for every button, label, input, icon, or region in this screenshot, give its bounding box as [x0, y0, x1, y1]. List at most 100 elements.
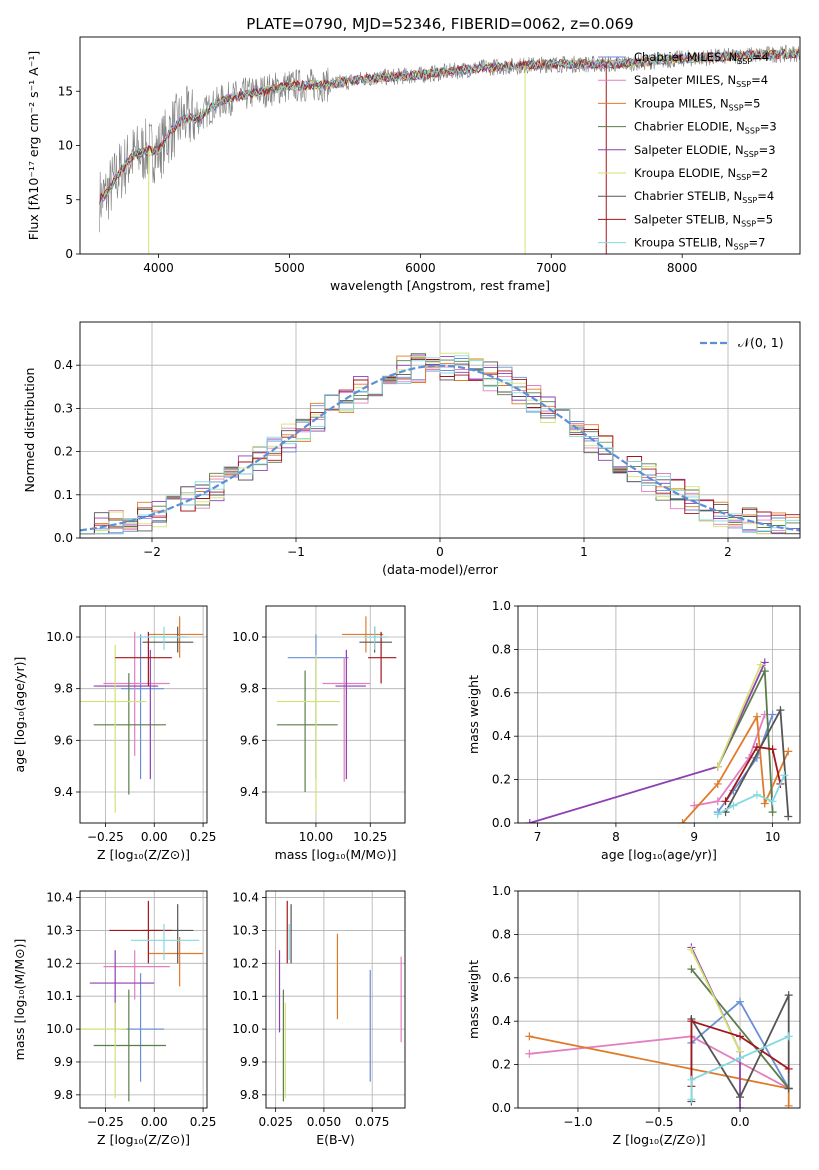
residuals-marks	[80, 352, 800, 535]
mass-vs-ebv-ytick-label: 9.8	[240, 1088, 259, 1102]
residuals-xtick-label: −2	[143, 545, 161, 559]
age-vs-z-ytick-label: 9.8	[54, 682, 73, 696]
weight-marker-chabrier-elodie	[768, 808, 777, 817]
weight-vs-z-xtick-label: −1.0	[563, 1115, 592, 1129]
weight-line-salpeter-stelib	[724, 746, 782, 802]
legend-entry-chabrier-miles: Chabrier MILES, NSSP=4	[634, 50, 769, 66]
legend-entry-value: =7	[749, 236, 766, 250]
weight-vs-age-ytick-label: 0.8	[492, 642, 511, 656]
mass-vs-ebv-ytick-label: 10.0	[232, 1022, 259, 1036]
age-vs-z-xtick-label: 0.25	[190, 830, 217, 844]
legend-entry-value: =4	[751, 73, 768, 87]
weight-vs-z-ytick-label: 0.2	[492, 1058, 511, 1072]
weight-vs-age-xlabel: age [log₁₀(age/yr)]	[601, 847, 717, 862]
weight-vs-z-panel: −1.0 −0.5 0.0 0.0 0.2 0.4 0.6 0.8 1.0 Z [log₁₀(Z/…	[466, 884, 801, 1147]
weight-marker-chabrier-stelib	[776, 706, 785, 715]
weight-marker-kroupa-stelib	[713, 810, 722, 819]
age-vs-mass-ytick-label: 9.4	[240, 785, 259, 799]
weight-marker-salpeter-elodie	[736, 1104, 745, 1108]
legend-entry-chabrier-stelib: Chabrier STELIB, NSSP=4	[634, 189, 774, 205]
age-vs-mass-ytick-label: 9.6	[240, 733, 259, 747]
weight-marker-kroupa-stelib	[752, 790, 761, 799]
legend-entry-value: =3	[760, 120, 777, 134]
legend-entry-salpeter-miles: Salpeter MILES, NSSP=4	[634, 73, 768, 89]
residuals-xtick-label: 2	[724, 545, 732, 559]
weight-vs-age-ylabel: mass weight	[466, 675, 481, 754]
weight-vs-z-ylabel: mass weight	[466, 960, 481, 1039]
weight-marker-kroupa-stelib	[687, 1075, 696, 1084]
mass-vs-ebv-ytick-label: 9.9	[240, 1055, 259, 1069]
legend-entry-sub: SSP	[737, 57, 752, 66]
weight-vs-z-marks	[525, 943, 793, 1108]
mass-vs-z-marks	[80, 900, 204, 1102]
spectrum-ytick-label: 10	[58, 139, 73, 153]
legend-entry-kroupa-elodie: Kroupa ELODIE, NSSP=2	[634, 166, 768, 182]
weight-marker-salpeter-miles	[690, 801, 699, 810]
weight-vs-age-ytick-label: 0.4	[492, 729, 511, 743]
age-vs-mass-ytick-label: 10.0	[232, 630, 259, 644]
residuals-panel: −2 −1 0 1 2 0.0 0.1 0.2 0.3 0.4 (data-model)/error…	[22, 321, 801, 577]
weight-vs-age-ytick-label: 1.0	[492, 599, 511, 613]
mass-vs-ebv-panel: 0.025 0.050 0.075 9.8 9.9 10.0 10.1 10.2 10.3 10.…	[232, 890, 406, 1147]
mass-vs-ebv-xtick-label: 0.050	[307, 1115, 341, 1129]
weight-line-kroupa-elodie	[716, 664, 762, 767]
legend-entry-kroupa-miles: Kroupa MILES, NSSP=5	[634, 96, 760, 112]
spectrum-xlabel: wavelength [Angstrom, rest frame]	[330, 278, 550, 293]
weight-vs-z-ytick-label: 0.4	[492, 1014, 511, 1028]
weight-marker-chabrier-stelib	[736, 1093, 745, 1102]
residuals-ytick-label: 0.1	[54, 488, 73, 502]
spectrum-marks	[99, 44, 800, 254]
age-vs-z-frame	[79, 605, 208, 824]
residuals-xtick-label: 1	[580, 545, 588, 559]
mass-vs-z-xtick-label: 0.25	[190, 1115, 217, 1129]
mass-vs-z-ytick-label: 9.9	[54, 1055, 73, 1069]
spectrum-ytick-label: 5	[65, 193, 73, 207]
spectrum-xtick-label: 5000	[274, 261, 305, 275]
age-vs-mass-ytick-label: 9.8	[240, 682, 259, 696]
spectrum-frame	[79, 36, 801, 255]
weight-marker-salpeter-stelib	[752, 743, 761, 752]
mass-vs-z-ytick-label: 10.3	[46, 923, 73, 937]
weight-vs-z-xtick-label: −0.5	[644, 1115, 673, 1129]
weight-marker-chabrier-elodie	[760, 667, 769, 676]
weight-marker-kroupa-stelib	[729, 801, 738, 810]
weight-marker-kroupa-elodie	[687, 945, 696, 954]
residuals-ytick-label: 0.4	[54, 358, 73, 372]
legend-entry-name: Kroupa ELODIE, N	[634, 166, 736, 180]
spectrum-xtick-label: 8000	[667, 261, 698, 275]
weight-marker-kroupa-stelib	[687, 1095, 696, 1104]
legend-entry-salpeter-elodie: Salpeter ELODIE, NSSP=3	[634, 143, 776, 159]
legend-entry-sub: SSP	[734, 243, 749, 252]
weight-marker-chabrier-stelib	[784, 812, 793, 821]
weight-marker-chabrier-miles	[768, 710, 777, 719]
legend-entry-name: Kroupa MILES, N	[634, 96, 729, 110]
mass-vs-z-ytick-label: 10.1	[46, 989, 73, 1003]
spectrum-panel: 4000 5000 6000 7000 8000 0 5 10 15 wavelength [An…	[26, 36, 801, 293]
mass-vs-ebv-marks	[278, 900, 402, 1102]
age-vs-mass-xtick-label: 10.25	[353, 830, 387, 844]
weight-marker-salpeter-stelib	[768, 745, 777, 754]
legend-entry-value: =4	[757, 189, 774, 203]
age-vs-mass-marks	[276, 616, 397, 813]
legend-entry-salpeter-stelib: Salpeter STELIB, NSSP=5	[634, 212, 773, 228]
weight-marker-kroupa-stelib	[736, 1054, 745, 1063]
mass-vs-z-ylabel: mass [log₁₀(M/M⊙)]	[12, 939, 27, 1061]
legend-entry-name: Chabrier STELIB, N	[634, 189, 742, 203]
spectrum-xtick-label: 7000	[536, 261, 567, 275]
legend-entry-sub: SSP	[744, 150, 759, 159]
mass-vs-z-panel: −0.25 0.00 0.25 9.8 9.9 10.0 10.1 10.2 10.3 10.4 Z…	[12, 890, 217, 1147]
legend-entry-sub: SSP	[736, 173, 751, 182]
spectrum-title: PLATE=0790, MJD=52346, FIBERID=0062, z=0…	[246, 15, 633, 33]
weight-marker-salpeter-stelib	[721, 797, 730, 806]
weight-line-salpeter-miles	[694, 714, 766, 807]
weight-marker-kroupa-miles	[784, 1101, 793, 1108]
age-vs-z-xtick-label: 0.00	[141, 830, 168, 844]
weight-vs-age-ytick-label: 0.6	[492, 686, 511, 700]
age-vs-mass-frame	[265, 605, 406, 824]
mass-vs-z-ytick-label: 9.8	[54, 1088, 73, 1102]
legend-entry-name: Kroupa STELIB, N	[634, 236, 734, 250]
weight-vs-z-ytick-label: 0.0	[492, 1101, 511, 1115]
mass-vs-z-ytick-label: 10.4	[46, 891, 73, 905]
legend-entry-value: =3	[759, 143, 776, 157]
